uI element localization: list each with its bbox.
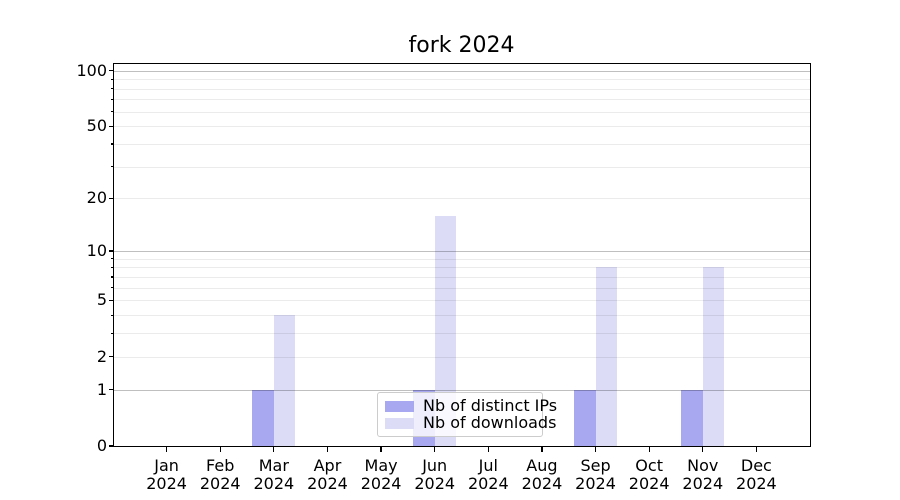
y-tick-0 — [108, 445, 113, 447]
x-tick-oct — [648, 447, 650, 452]
gridline-major-100 — [114, 70, 810, 72]
legend: Nb of distinct IPs Nb of downloads — [377, 392, 557, 437]
y-minor-tick-9 — [110, 258, 113, 260]
bar-nb-of-downloads-mar — [273, 315, 296, 446]
y-tick-20 — [108, 197, 113, 199]
x-tick-label-jan: Jan 2024 — [146, 456, 187, 493]
x-tick-label-may: May 2024 — [360, 456, 402, 493]
x-tick-label-oct: Oct 2024 — [628, 456, 670, 493]
x-tick-jan — [166, 447, 168, 452]
x-tick-label-jul: Jul 2024 — [467, 456, 509, 493]
y-minor-tick-7 — [110, 276, 113, 278]
gridline-major-10 — [114, 250, 810, 252]
y-minor-tick-80 — [110, 88, 113, 90]
bar-nb-of-downloads-nov — [702, 267, 725, 446]
x-tick-label-dec: Dec 2024 — [736, 456, 777, 493]
y-tick-5 — [108, 299, 113, 301]
gridline-minor-8 — [114, 267, 810, 269]
bar-nb-of-downloads-jun — [434, 215, 457, 446]
gridline-minor-80 — [114, 88, 810, 90]
y-minor-tick-30 — [110, 166, 113, 168]
bar-nb-of-distinct-ips-nov — [681, 389, 703, 446]
gridline-minor-50 — [114, 126, 810, 128]
bar-nb-of-distinct-ips-sep — [574, 389, 596, 446]
x-tick-sep — [594, 447, 597, 452]
y-tick-1 — [108, 389, 113, 391]
gridline-minor-90 — [114, 79, 810, 81]
x-tick-label-mar: Mar 2024 — [253, 456, 295, 493]
y-tick-50 — [108, 125, 113, 127]
y-tick-label-10: 10 — [86, 240, 107, 260]
y-minor-tick-70 — [110, 98, 113, 101]
right-spine — [809, 63, 811, 447]
x-tick-apr — [326, 447, 329, 452]
x-tick-may — [380, 447, 382, 452]
x-tick-mar — [273, 447, 275, 452]
x-tick-label-nov: Nov 2024 — [682, 456, 724, 493]
y-tick-label-5: 5 — [96, 290, 107, 310]
y-minor-tick-90 — [110, 78, 113, 80]
y-minor-tick-3 — [110, 332, 113, 334]
legend-swatch-distinct-ips — [385, 400, 414, 412]
y-minor-tick-60 — [110, 111, 113, 113]
x-tick-label-sep: Sep 2024 — [575, 456, 616, 493]
y-minor-tick-8 — [110, 266, 113, 268]
legend-swatch-downloads — [385, 417, 414, 429]
x-tick-jul — [487, 447, 489, 452]
y-tick-label-100: 100 — [76, 60, 107, 80]
gridline-minor-4 — [114, 315, 810, 317]
y-tick-2 — [108, 356, 113, 358]
y-tick-label-0: 0 — [96, 436, 107, 455]
bar-nb-of-downloads-sep — [595, 267, 617, 446]
legend-entry-downloads: Nb of downloads — [385, 415, 556, 431]
y-tick-10 — [108, 250, 113, 252]
chart-title: fork 2024 — [408, 33, 515, 58]
gridline-minor-9 — [114, 258, 810, 260]
left-spine — [112, 63, 114, 447]
x-tick-label-apr: Apr 2024 — [307, 456, 348, 493]
bottom-spine — [112, 445, 811, 447]
x-tick-label-feb: Feb 2024 — [199, 456, 241, 493]
legend-label-distinct-ips: Nb of distinct IPs — [423, 396, 558, 415]
gridline-minor-30 — [114, 166, 810, 168]
gridline-minor-5 — [114, 300, 810, 302]
y-minor-tick-4 — [110, 314, 113, 316]
x-tick-aug — [541, 447, 543, 452]
y-tick-100 — [108, 70, 113, 72]
gridline-minor-7 — [114, 276, 810, 278]
gridline-minor-2 — [114, 356, 810, 358]
gridline-minor-60 — [114, 111, 810, 113]
y-tick-label-20: 20 — [86, 188, 107, 208]
x-tick-nov — [702, 447, 704, 452]
x-tick-feb — [219, 447, 221, 452]
x-tick-label-aug: Aug 2024 — [521, 456, 563, 493]
top-spine — [112, 62, 811, 64]
gridline-minor-20 — [114, 198, 810, 200]
y-tick-label-1: 1 — [96, 379, 107, 399]
bar-nb-of-distinct-ips-mar — [252, 389, 274, 446]
y-minor-tick-40 — [110, 143, 113, 145]
x-tick-jun — [434, 447, 436, 452]
y-tick-label-2: 2 — [96, 346, 107, 366]
gridline-minor-70 — [114, 99, 810, 101]
x-tick-dec — [755, 447, 757, 452]
gridline-minor-40 — [114, 143, 810, 145]
legend-entry-distinct-ips: Nb of distinct IPs — [385, 398, 557, 414]
gridline-minor-3 — [114, 333, 810, 335]
y-tick-label-50: 50 — [86, 116, 107, 136]
gridline-major-1 — [114, 389, 810, 391]
y-minor-tick-6 — [110, 287, 113, 289]
gridline-minor-6 — [114, 287, 810, 289]
legend-label-downloads: Nb of downloads — [423, 413, 557, 432]
x-tick-label-jun: Jun 2024 — [414, 456, 456, 493]
